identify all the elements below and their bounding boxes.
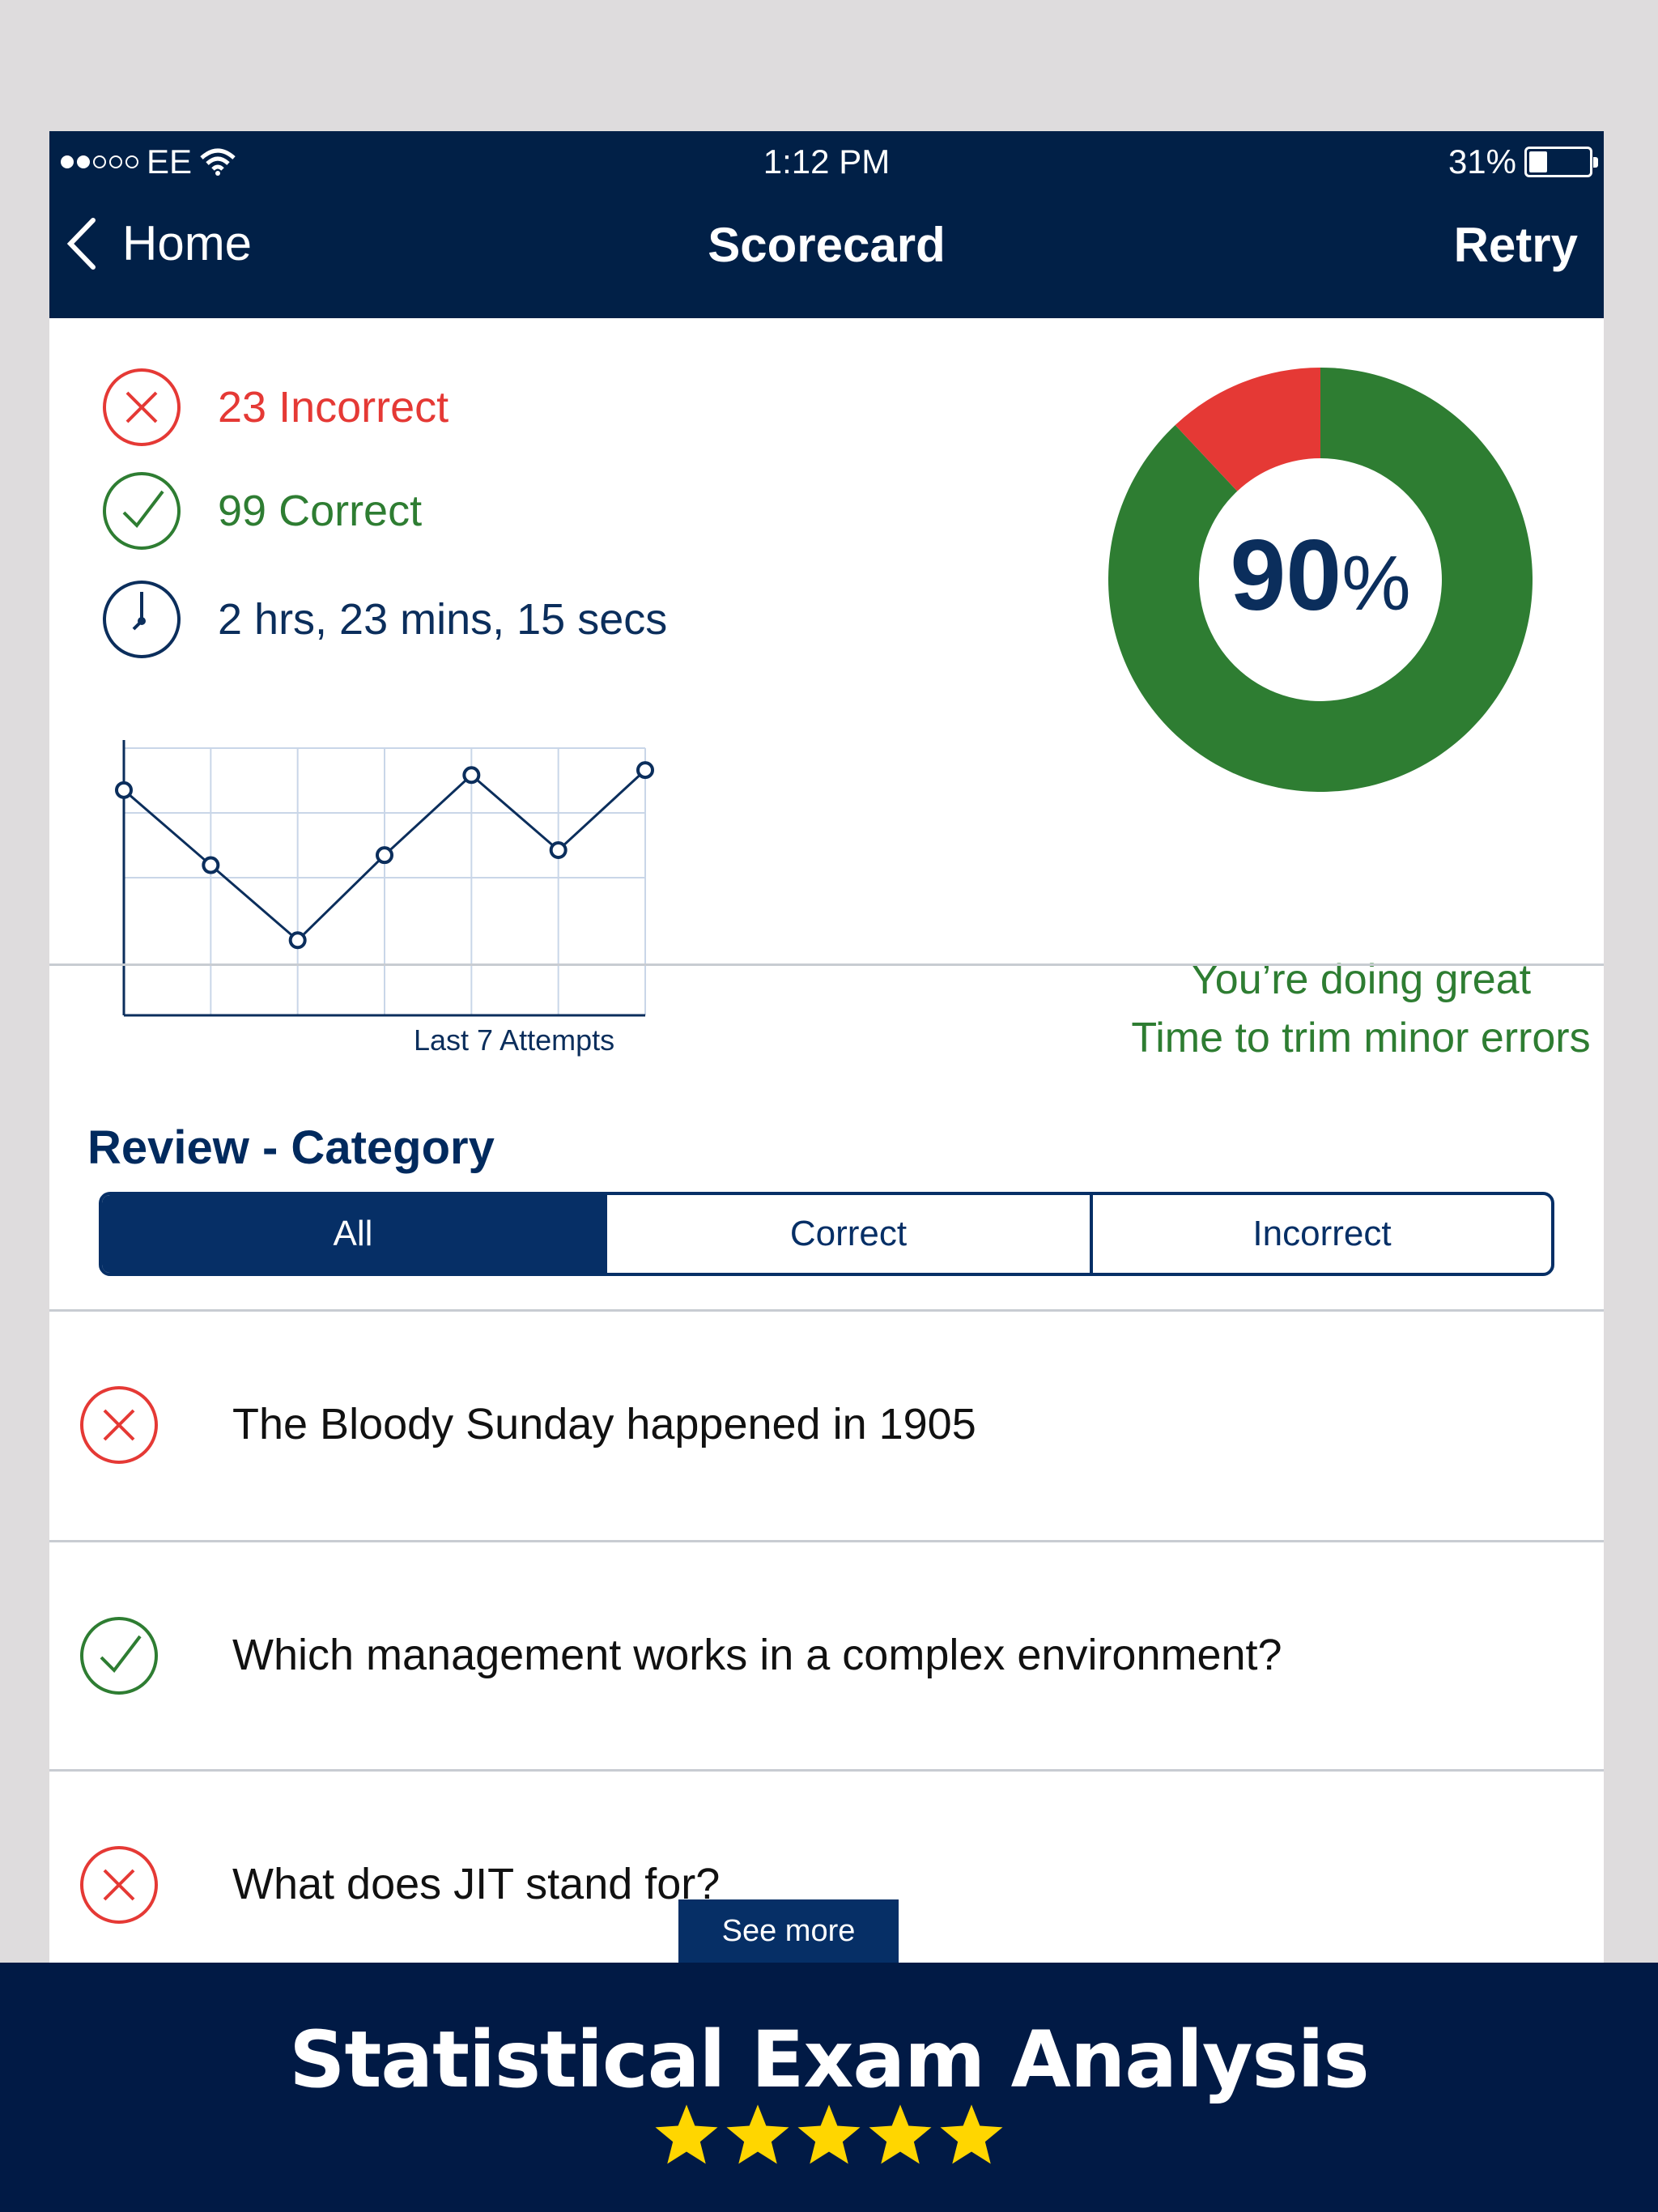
correct-slice bbox=[1108, 368, 1533, 792]
rating-stars bbox=[0, 2102, 1658, 2167]
wifi-icon bbox=[200, 148, 236, 176]
incorrect-stat: 23 Incorrect bbox=[101, 367, 449, 448]
battery-icon bbox=[1524, 147, 1598, 177]
attempts-line-chart bbox=[115, 740, 654, 1017]
question-row[interactable]: What does JIT stand for? bbox=[49, 1772, 1604, 1963]
star-icon bbox=[726, 2104, 789, 2164]
retry-button[interactable]: Retry bbox=[1453, 218, 1578, 272]
feedback-line-1: You’re doing great bbox=[1190, 956, 1532, 1003]
data-point bbox=[462, 766, 481, 785]
feedback-line-2: Time to trim minor errors bbox=[1131, 1015, 1591, 1061]
list-divider bbox=[49, 1309, 1604, 1312]
incorrect-icon bbox=[80, 1846, 158, 1924]
list-divider bbox=[49, 1769, 1604, 1772]
correct-stat: 99 Correct bbox=[101, 470, 422, 551]
correct-count: 99 Correct bbox=[218, 487, 423, 535]
back-button[interactable]: Home bbox=[66, 215, 252, 271]
signal-icon bbox=[61, 155, 138, 168]
data-point bbox=[549, 841, 568, 859]
correct-icon bbox=[103, 472, 181, 550]
time-stat: 2 hrs, 23 mins, 15 secs bbox=[101, 579, 667, 660]
star-icon bbox=[655, 2104, 718, 2164]
time-taken: 2 hrs, 23 mins, 15 secs bbox=[218, 595, 668, 644]
status-bar: EE 1:12 PM 31% bbox=[49, 131, 1604, 193]
score-percent-value: 90 bbox=[1230, 520, 1342, 632]
data-point bbox=[636, 761, 654, 780]
nav-bar: Home Scorecard Retry bbox=[49, 193, 1604, 318]
score-percent: 90% bbox=[1104, 518, 1537, 633]
star-icon bbox=[797, 2104, 861, 2164]
page-title: Scorecard bbox=[708, 218, 946, 272]
see-more-button[interactable]: See more bbox=[678, 1899, 899, 1963]
status-time: 1:12 PM bbox=[763, 143, 891, 181]
tab-all[interactable]: All bbox=[102, 1195, 604, 1273]
battery-status: 31% bbox=[1448, 143, 1598, 181]
chart-grid bbox=[123, 747, 646, 1015]
data-point bbox=[202, 856, 220, 874]
section-divider bbox=[49, 963, 1604, 966]
feedback-message: You’re doing great Time to trim minor er… bbox=[1086, 951, 1604, 1067]
carrier-name: EE bbox=[147, 143, 193, 181]
carrier-info: EE bbox=[61, 143, 236, 181]
incorrect-count: 23 Incorrect bbox=[218, 383, 449, 432]
tab-incorrect[interactable]: Incorrect bbox=[1090, 1195, 1551, 1273]
back-label: Home bbox=[122, 216, 253, 270]
data-point bbox=[288, 931, 307, 950]
incorrect-icon bbox=[103, 368, 181, 446]
data-point bbox=[115, 781, 133, 799]
data-point bbox=[376, 846, 393, 865]
incorrect-icon bbox=[80, 1386, 158, 1464]
star-icon bbox=[940, 2104, 1003, 2164]
question-text: What does JIT stand for? bbox=[232, 1860, 721, 1908]
review-title: Review - Category bbox=[87, 1121, 495, 1174]
incorrect-slice bbox=[1175, 368, 1320, 491]
battery-percent: 31% bbox=[1448, 143, 1516, 181]
review-filter-tabs: All Correct Incorrect bbox=[99, 1192, 1554, 1276]
banner-title: Statistical Exam Analysis bbox=[289, 2014, 1369, 2105]
chart-caption: Last 7 Attempts bbox=[414, 1023, 615, 1057]
question-text: The Bloody Sunday happened in 1905 bbox=[232, 1400, 976, 1448]
score-summary: 23 Incorrect 99 Correct 2 hrs, 23 mins, … bbox=[49, 318, 1604, 963]
question-row[interactable]: Which management works in a complex envi… bbox=[49, 1542, 1604, 1771]
score-donut-chart bbox=[1108, 368, 1533, 792]
tab-correct[interactable]: Correct bbox=[604, 1195, 1090, 1273]
question-row[interactable]: The Bloody Sunday happened in 1905 bbox=[49, 1312, 1604, 1540]
correct-icon bbox=[80, 1617, 158, 1695]
clock-icon bbox=[103, 581, 181, 658]
app-screen: EE 1:12 PM 31% Home Scorecard Retry bbox=[49, 131, 1604, 1963]
chevron-left-icon bbox=[66, 217, 96, 270]
star-icon bbox=[869, 2104, 932, 2164]
question-text: Which management works in a complex envi… bbox=[232, 1631, 1282, 1679]
score-percent-sign: % bbox=[1341, 540, 1411, 627]
promo-banner: Statistical Exam Analysis bbox=[0, 1963, 1658, 2212]
list-divider bbox=[49, 1540, 1604, 1542]
